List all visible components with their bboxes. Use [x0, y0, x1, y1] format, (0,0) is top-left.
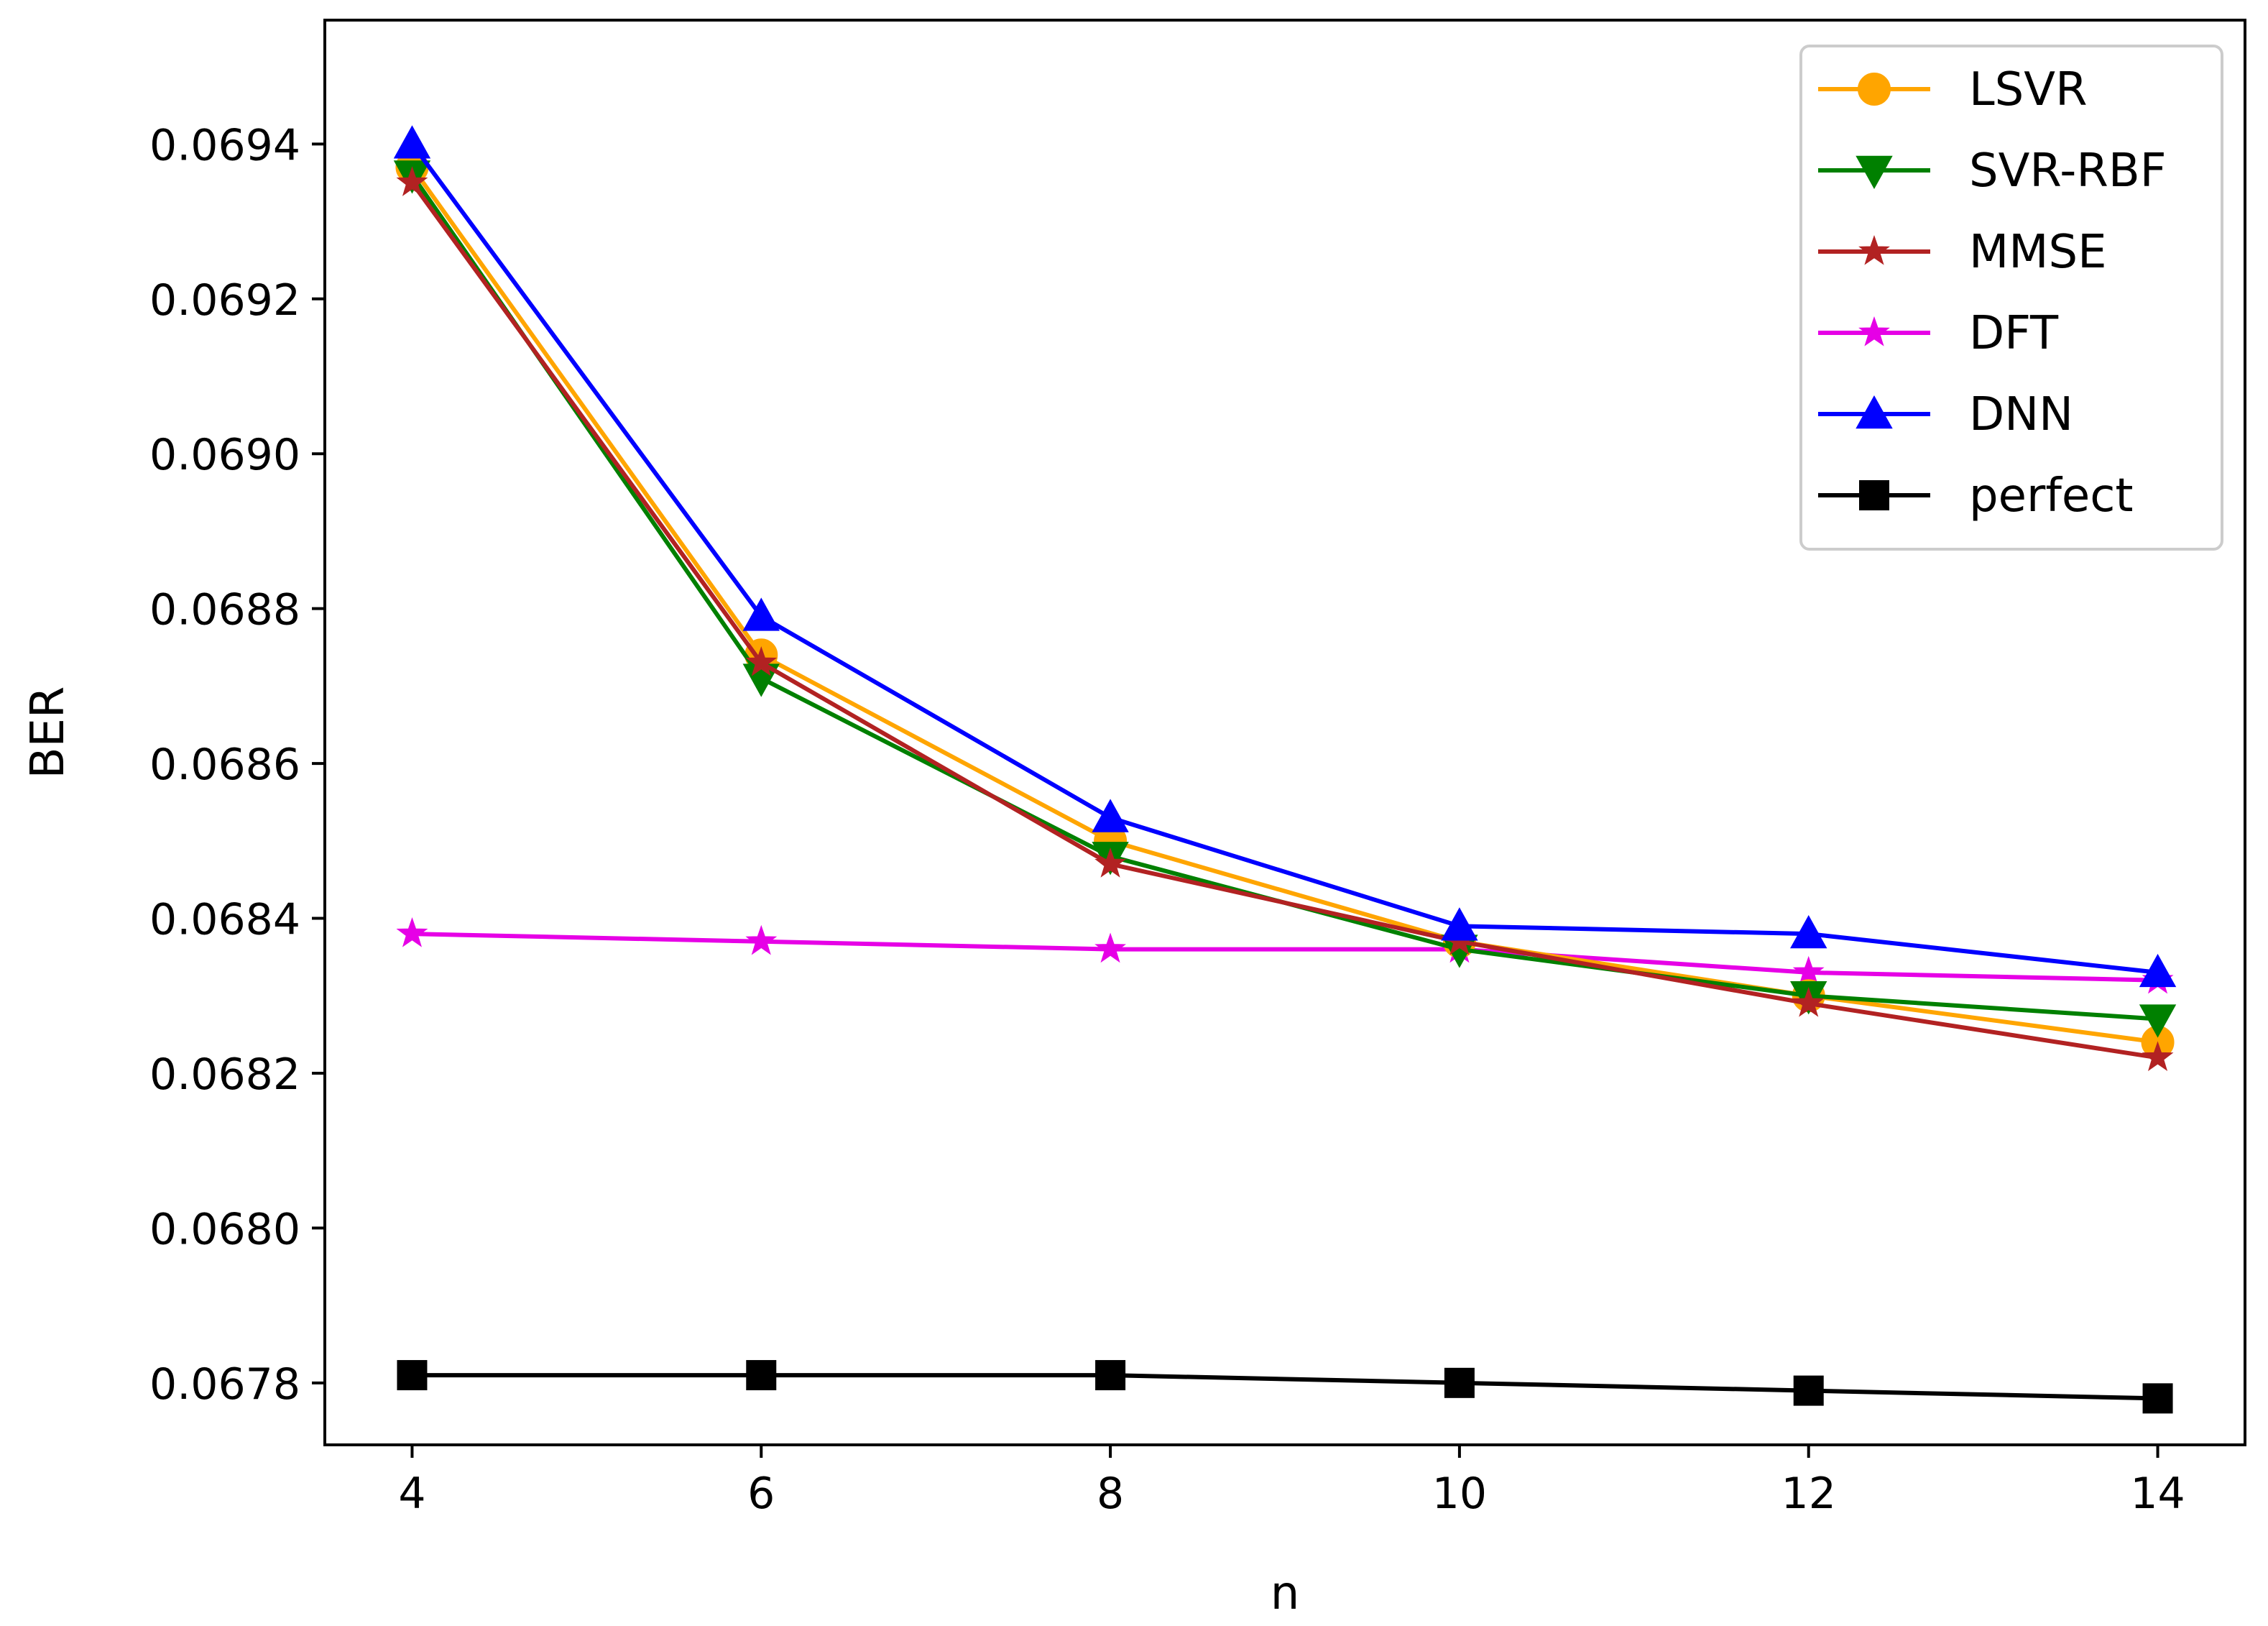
series-line-perfect — [412, 1373, 2158, 1401]
legend-marker — [1856, 395, 1893, 429]
series-perfect — [397, 1360, 2173, 1414]
data-point-dnn — [393, 125, 431, 159]
series-line-dnn — [410, 142, 2158, 975]
data-point-perfect — [1793, 1375, 1824, 1406]
legend-marker — [1856, 155, 1893, 190]
data-point-perfect — [1095, 1360, 1126, 1391]
legend-item-svr-rbf: SVR-RBF — [1818, 144, 2167, 198]
legend-item-lsvr: LSVR — [1818, 63, 2088, 116]
data-point-svr-rbf — [2139, 1004, 2177, 1038]
y-axis-label: BER — [22, 686, 75, 779]
y-tick-label: 0.0684 — [149, 895, 300, 945]
x-tick-label: 12 — [1781, 1469, 1836, 1519]
legend-marker — [1858, 316, 1890, 346]
data-point-dft — [745, 924, 778, 955]
data-point-dnn — [2139, 953, 2177, 988]
y-tick-label: 0.0694 — [149, 120, 300, 170]
data-point-dft — [1792, 955, 1825, 986]
legend-label: DNN — [1969, 388, 2073, 441]
series-mmse — [396, 166, 2174, 1072]
legend-label: perfect — [1969, 469, 2134, 523]
legend-label: DFT — [1969, 307, 2059, 360]
y-tick-label: 0.0692 — [149, 275, 300, 326]
legend-label: SVR-RBF — [1969, 144, 2167, 198]
x-tick-label: 8 — [1097, 1469, 1124, 1519]
legend-item-dnn: DNN — [1818, 388, 2073, 441]
legend-marker — [1858, 73, 1891, 106]
data-point-dnn — [1092, 799, 1129, 832]
legend-label: LSVR — [1969, 63, 2088, 116]
plot-frame — [323, 19, 2246, 1446]
series-layer — [393, 125, 2177, 1414]
y-tick-label: 0.0678 — [149, 1359, 300, 1410]
x-tick-label: 10 — [1432, 1469, 1487, 1519]
data-point-mmse — [1094, 848, 1126, 878]
data-point-perfect — [2142, 1383, 2173, 1414]
data-point-perfect — [1444, 1367, 1475, 1398]
series-line-mmse — [410, 181, 2158, 1060]
data-point-dft — [1094, 932, 1126, 963]
data-point-mmse — [396, 166, 428, 196]
data-point-dnn — [1441, 907, 1478, 941]
legend-marker — [1859, 480, 1889, 510]
data-point-mmse — [745, 646, 778, 676]
x-axis: 4 6 8 10 12 14 — [398, 1445, 2185, 1519]
y-tick-label: 0.0682 — [149, 1049, 300, 1100]
series-dnn — [393, 125, 2177, 988]
x-axis-label: n — [1271, 1567, 1300, 1620]
data-point-perfect — [746, 1360, 777, 1391]
data-point-perfect — [397, 1360, 428, 1391]
legend-marker — [1858, 234, 1890, 265]
x-tick-label: 14 — [2130, 1469, 2185, 1519]
data-point-dft — [396, 917, 428, 947]
legend-item-mmse: MMSE — [1818, 226, 2107, 279]
x-tick-label: 4 — [398, 1469, 425, 1519]
y-tick-label: 0.0688 — [149, 585, 300, 635]
legend-label: MMSE — [1969, 226, 2107, 279]
y-tick-label: 0.0690 — [149, 430, 300, 480]
x-tick-label: 6 — [747, 1469, 775, 1519]
data-point-mmse — [1792, 986, 1825, 1017]
legend: LSVR SVR-RBF MMSE DFT DNN perfect — [1799, 45, 2223, 551]
y-tick-label: 0.0680 — [149, 1204, 300, 1254]
legend-item-dft: DFT — [1818, 307, 2059, 360]
legend-item-perfect: perfect — [1818, 469, 2134, 523]
data-point-dnn — [1790, 915, 1827, 949]
data-point-dnn — [742, 597, 780, 631]
y-axis: 0.0678 0.0680 0.0682 0.0684 0.0686 0.0688 0.06… — [149, 120, 325, 1410]
series-line-dft — [412, 932, 2158, 983]
series-line-lsvr — [410, 165, 2158, 1044]
y-tick-label: 0.0686 — [149, 740, 300, 790]
data-point-mmse — [2142, 1041, 2174, 1072]
